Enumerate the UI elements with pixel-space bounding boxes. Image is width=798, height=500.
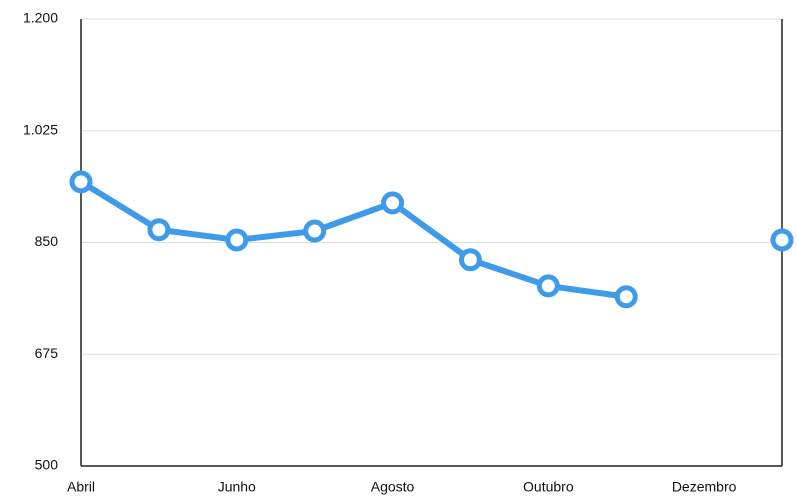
point (225, 228, 249, 252)
x-tick-label: Abril (67, 479, 95, 495)
point (147, 218, 171, 242)
x-tick-label: Outubro (523, 479, 574, 495)
point (770, 228, 794, 252)
x-tick-label: Junho (218, 479, 256, 495)
y-tick-label: 500 (35, 457, 59, 473)
point (69, 170, 93, 194)
x-tick-label: Dezembro (672, 479, 737, 495)
y-tick-label: 1.200 (23, 10, 58, 26)
point (536, 274, 560, 298)
x-tick-label: Agosto (371, 479, 415, 495)
point (303, 219, 327, 243)
line (81, 182, 782, 297)
y-tick-label: 675 (35, 345, 59, 361)
point (458, 248, 482, 272)
y-tick-label: 1.025 (23, 121, 58, 137)
point (381, 191, 405, 215)
y-tick-label: 850 (35, 233, 59, 249)
point (614, 285, 638, 309)
